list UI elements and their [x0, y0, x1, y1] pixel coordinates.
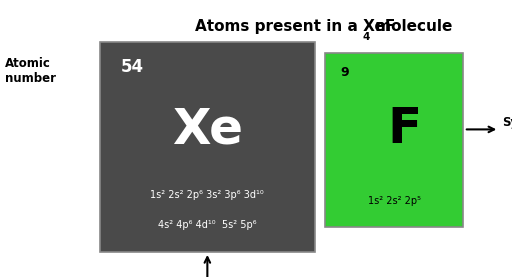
Text: F: F: [388, 106, 421, 153]
Text: 54: 54: [120, 58, 143, 76]
Text: Symbol: Symbol: [502, 116, 512, 129]
Text: 1s² 2s² 2p⁵: 1s² 2s² 2p⁵: [368, 196, 421, 206]
Bar: [100, 42, 315, 252]
Text: Atomic
number: Atomic number: [5, 57, 56, 85]
Text: molecule: molecule: [370, 19, 452, 34]
Text: Atoms present in a XeF: Atoms present in a XeF: [195, 19, 395, 34]
Text: Xe: Xe: [172, 106, 243, 154]
Bar: [325, 53, 463, 227]
Text: 9: 9: [340, 66, 349, 79]
Text: 4: 4: [362, 32, 370, 42]
Text: 4s² 4p⁶ 4d¹⁰  5s² 5p⁶: 4s² 4p⁶ 4d¹⁰ 5s² 5p⁶: [158, 220, 257, 230]
Text: 1s² 2s² 2p⁶ 3s² 3p⁶ 3d¹⁰: 1s² 2s² 2p⁶ 3s² 3p⁶ 3d¹⁰: [151, 190, 264, 200]
